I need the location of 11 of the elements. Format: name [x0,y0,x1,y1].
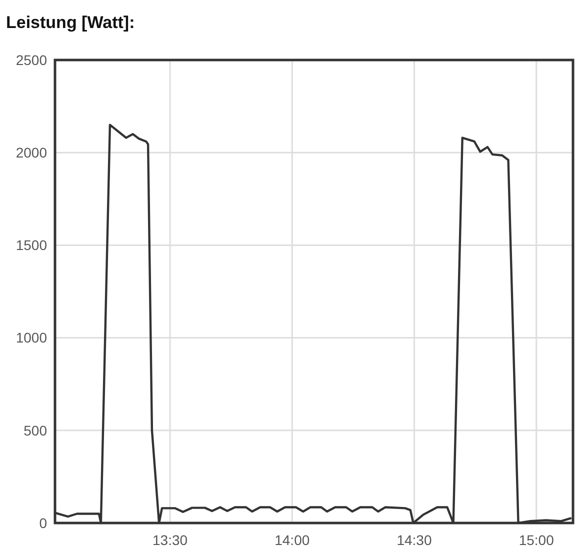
x-tick-label: 14:30 [396,532,432,548]
y-tick-label: 500 [24,422,48,438]
y-tick-label: 2500 [16,52,48,68]
y-tick-label: 2000 [16,144,48,160]
y-tick-label: 0 [39,514,48,531]
y-tick-label: 1000 [16,330,48,346]
x-tick-label: 15:00 [518,532,554,548]
chart-title: Leistung [Watt]: [6,13,135,32]
y-tick-label: 1500 [16,237,48,254]
x-tick-label: 14:00 [274,532,310,548]
x-tick-label: 13:30 [152,532,188,548]
